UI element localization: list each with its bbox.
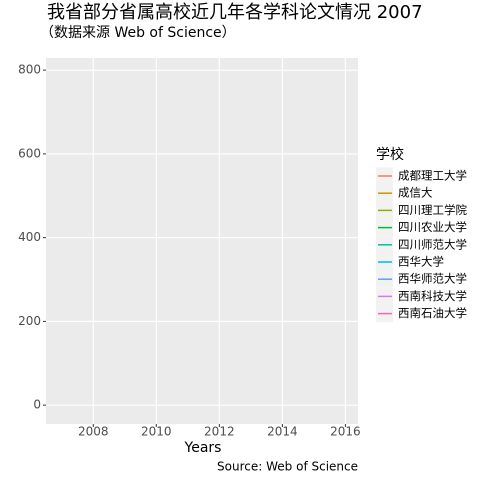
legend-label: 西华大学	[398, 255, 444, 269]
x-tick-label: 2012	[204, 425, 235, 439]
plot-panel	[46, 58, 358, 424]
y-tick-label: 400	[18, 230, 41, 244]
chart-title: 我省部分省属高校近几年各学科论文情况 2007	[47, 2, 423, 23]
y-tick-label: 800	[18, 63, 41, 77]
y-tick-label: 200	[18, 314, 41, 328]
legend-label: 西南石油大学	[398, 306, 467, 320]
legend-title: 学校	[376, 146, 404, 163]
legend-label: 西华师范大学	[398, 272, 467, 286]
legend-label: 四川师范大学	[398, 237, 467, 251]
x-tick-label: 2014	[267, 425, 298, 439]
legend-label: 成信大	[398, 186, 433, 200]
legend-label: 成都理工大学	[398, 169, 467, 183]
legend-label: 西南科技大学	[398, 289, 467, 303]
x-tick-label: 2016	[330, 425, 361, 439]
legend-label: 四川理工学院	[398, 203, 467, 217]
chart-subtitle: （数据来源 Web of Science）	[40, 25, 236, 41]
x-axis-label: Years	[184, 440, 222, 456]
x-tick-label: 2008	[78, 425, 109, 439]
caption: Source: Web of Science	[217, 460, 358, 474]
y-tick-label: 600	[18, 146, 41, 160]
x-tick-label: 2010	[141, 425, 172, 439]
legend-label: 四川农业大学	[398, 220, 467, 234]
y-tick-label: 0	[33, 398, 41, 412]
